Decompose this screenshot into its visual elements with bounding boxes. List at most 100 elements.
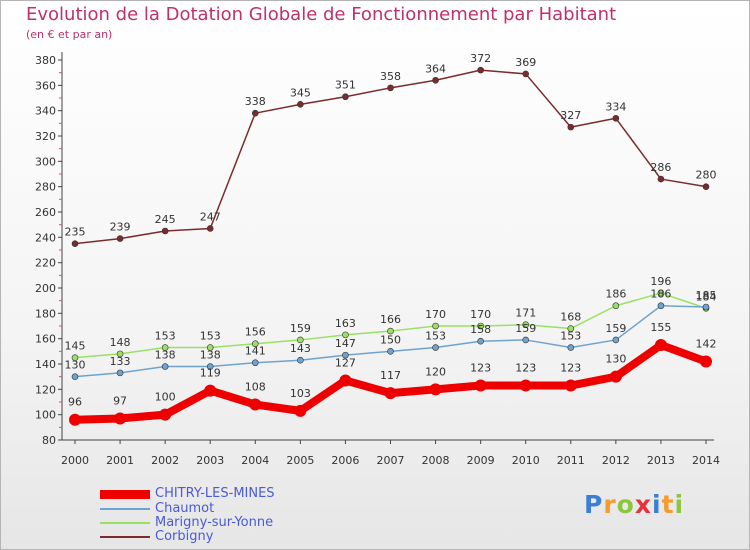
data-point xyxy=(702,303,710,311)
data-point xyxy=(251,109,259,117)
data-label: 369 xyxy=(515,56,536,69)
y-tick-label: 340 xyxy=(35,105,56,118)
data-label: 166 xyxy=(380,313,401,326)
data-label: 159 xyxy=(605,322,626,335)
data-point xyxy=(612,302,620,310)
y-tick-label: 100 xyxy=(35,409,56,422)
data-point xyxy=(612,336,620,344)
data-point xyxy=(702,183,710,190)
legend-swatch-corbigny xyxy=(100,536,150,538)
y-tick-label: 140 xyxy=(35,358,56,371)
data-point xyxy=(116,350,124,358)
data-label: 245 xyxy=(155,213,176,226)
y-tick-label: 80 xyxy=(42,434,56,447)
legend-label-chitry: CHITRY-LES-MINES xyxy=(155,486,275,501)
proxiti-logo: Proxiti xyxy=(584,490,684,519)
data-point xyxy=(204,384,217,397)
data-label: 103 xyxy=(290,387,311,400)
logo-letter: i xyxy=(674,490,685,519)
data-label: 358 xyxy=(380,70,401,83)
data-point xyxy=(114,412,127,425)
data-point xyxy=(161,227,169,235)
data-point xyxy=(116,235,124,242)
x-tick-label: 2006 xyxy=(331,454,359,467)
logo-letter: x xyxy=(634,490,652,519)
data-point xyxy=(567,123,575,131)
data-label: 351 xyxy=(335,79,356,92)
data-point xyxy=(387,84,394,92)
data-point xyxy=(161,344,169,351)
data-label: 186 xyxy=(605,288,626,301)
data-point xyxy=(71,373,79,380)
data-label: 168 xyxy=(560,311,581,324)
data-label: 170 xyxy=(425,308,446,321)
data-label: 247 xyxy=(200,210,221,223)
data-point xyxy=(609,370,622,383)
y-tick-label: 220 xyxy=(35,257,56,270)
data-label: 145 xyxy=(65,340,86,353)
data-label: 327 xyxy=(560,109,581,122)
data-label: 123 xyxy=(470,362,491,375)
data-point xyxy=(342,93,349,101)
logo-letter: o xyxy=(616,490,635,519)
data-point xyxy=(71,240,79,247)
y-tick-label: 180 xyxy=(35,307,56,320)
legend-swatch-marigny xyxy=(100,522,150,524)
data-point xyxy=(69,413,81,426)
data-point xyxy=(206,363,214,370)
y-tick-label: 200 xyxy=(35,282,56,295)
data-label: 97 xyxy=(113,394,127,407)
x-tick-label: 2013 xyxy=(647,454,675,467)
data-label: 141 xyxy=(245,345,266,358)
data-point xyxy=(297,356,304,364)
data-label: 108 xyxy=(245,381,266,394)
data-label: 153 xyxy=(425,330,446,343)
data-label: 138 xyxy=(155,349,176,362)
data-label: 150 xyxy=(380,333,401,346)
x-tick-label: 2011 xyxy=(557,454,585,467)
logo-letter: r xyxy=(603,490,617,519)
data-point xyxy=(159,408,172,421)
data-label: 119 xyxy=(200,367,221,380)
data-point xyxy=(522,336,530,344)
logo-letter: P xyxy=(584,490,604,519)
x-tick-label: 2007 xyxy=(377,454,405,467)
data-point xyxy=(612,114,620,122)
legend-swatch-chaumot xyxy=(100,508,150,510)
data-point xyxy=(251,340,259,348)
data-label: 147 xyxy=(335,337,356,350)
data-label: 364 xyxy=(425,62,446,75)
data-label: 186 xyxy=(650,288,671,301)
x-tick-label: 2009 xyxy=(467,454,495,467)
data-label: 138 xyxy=(200,349,221,362)
x-tick-label: 2000 xyxy=(61,454,89,467)
data-label: 334 xyxy=(605,100,626,113)
data-label: 142 xyxy=(696,337,717,350)
legend-label-chaumot: Chaumot xyxy=(155,501,215,516)
data-label: 163 xyxy=(335,317,356,330)
data-point xyxy=(654,339,667,351)
data-label: 196 xyxy=(650,275,671,288)
logo-letter: i xyxy=(652,490,662,519)
data-label: 338 xyxy=(245,95,266,108)
data-point xyxy=(567,325,575,332)
data-point xyxy=(384,387,397,400)
chart-title: Evolution de la Dotation Globale de Fonc… xyxy=(26,4,617,25)
data-label: 100 xyxy=(155,391,176,404)
data-point xyxy=(161,363,169,370)
data-point xyxy=(387,327,394,335)
data-point xyxy=(519,379,532,392)
data-label: 120 xyxy=(425,365,446,378)
y-tick-label: 300 xyxy=(35,155,56,168)
x-tick-label: 2014 xyxy=(692,454,720,467)
data-point xyxy=(297,336,304,344)
data-point xyxy=(567,344,575,351)
data-point xyxy=(249,398,262,411)
y-tick-label: 360 xyxy=(35,79,56,92)
data-point xyxy=(657,302,665,310)
data-point xyxy=(206,344,214,351)
data-label: 239 xyxy=(110,221,131,234)
data-label: 286 xyxy=(650,161,671,174)
data-point xyxy=(342,351,349,359)
data-point xyxy=(432,322,439,330)
